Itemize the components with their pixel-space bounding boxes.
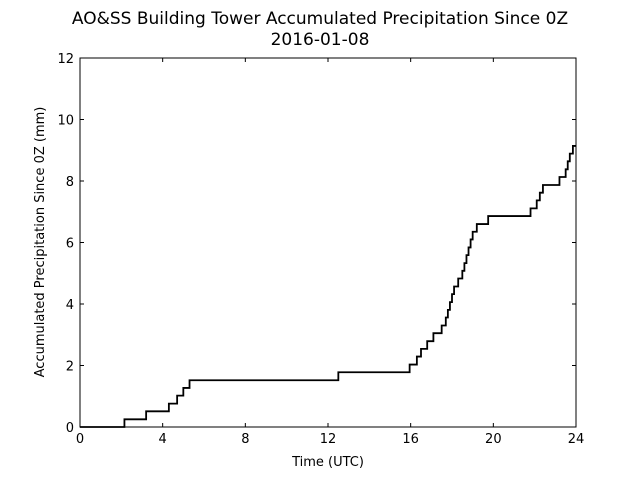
y-axis-label: Accumulated Precipitation Since 0Z (mm) [33,107,48,378]
x-tick-label: 0 [76,432,84,447]
chart-title: AO&SS Building Tower Accumulated Precipi… [72,9,568,29]
plot-frame [79,57,577,428]
y-tick-label: 4 [66,298,74,313]
y-tick-label: 2 [66,360,74,375]
x-tick-label: 20 [485,432,502,447]
x-tick-label: 16 [402,432,419,447]
x-tick-label: 12 [320,432,337,447]
chart-subtitle: 2016-01-08 [271,30,370,50]
x-axis-label: Time (UTC) [291,455,364,470]
y-tick-label: 0 [66,421,74,436]
x-tick-label: 4 [159,432,167,447]
plot-area [80,145,576,428]
y-tick-label: 10 [57,114,74,129]
x-tick-label: 24 [568,432,585,447]
x-tick-label: 8 [241,432,249,447]
precipitation-series-line [80,145,576,428]
y-tick-label: 6 [66,237,74,252]
y-tick-label: 12 [57,52,74,67]
y-tick-label: 8 [66,175,74,190]
